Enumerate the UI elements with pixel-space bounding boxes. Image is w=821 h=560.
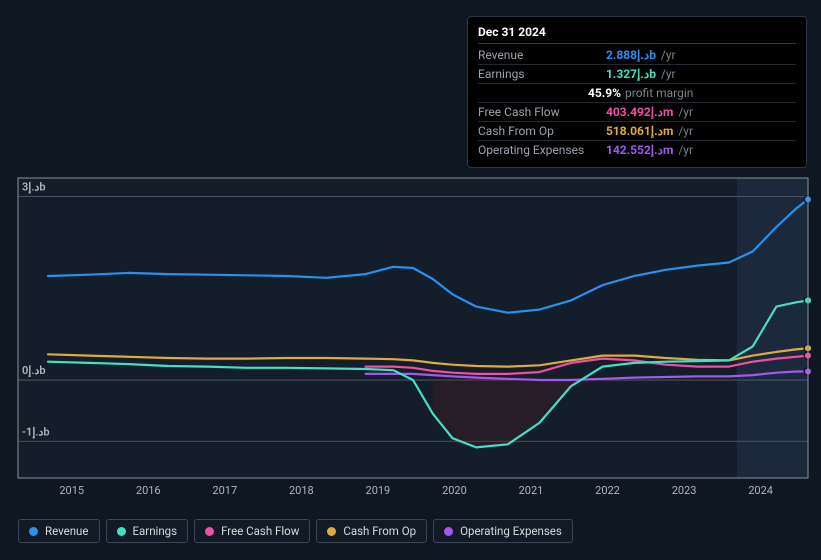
svg-text:0د.إb: 0د.إb bbox=[22, 364, 46, 378]
legend-dot bbox=[29, 527, 38, 536]
chart-container: Dec 31 2024 Revenue2.888د.إb /yrEarnings… bbox=[0, 0, 821, 560]
svg-text:2022: 2022 bbox=[595, 484, 620, 497]
legend-label: Cash From Op bbox=[343, 524, 416, 538]
legend-label: Revenue bbox=[45, 524, 89, 538]
svg-text:2024: 2024 bbox=[748, 484, 773, 497]
legend-dot bbox=[444, 527, 453, 536]
legend-label: Earnings bbox=[133, 524, 178, 538]
svg-text:2016: 2016 bbox=[136, 484, 161, 497]
svg-text:3د.إb: 3د.إb bbox=[22, 180, 46, 194]
legend-item[interactable]: Free Cash Flow bbox=[194, 519, 310, 543]
legend-dot bbox=[117, 527, 126, 536]
svg-text:2019: 2019 bbox=[366, 484, 391, 497]
chart-legend: Revenue Earnings Free Cash Flow Cash From O… bbox=[18, 519, 573, 543]
svg-text:2015: 2015 bbox=[59, 484, 84, 497]
legend-item[interactable]: Operating Expenses bbox=[433, 519, 573, 543]
legend-item[interactable]: Revenue bbox=[18, 519, 100, 543]
svg-text:2020: 2020 bbox=[442, 484, 467, 497]
svg-text:-1د.إb: -1د.إb bbox=[22, 425, 50, 439]
svg-text:2021: 2021 bbox=[519, 484, 544, 497]
legend-item[interactable]: Cash From Op bbox=[316, 519, 427, 543]
legend-dot bbox=[205, 527, 214, 536]
legend-dot bbox=[327, 527, 336, 536]
svg-text:2018: 2018 bbox=[289, 484, 314, 497]
legend-item[interactable]: Earnings bbox=[106, 519, 189, 543]
svg-text:2023: 2023 bbox=[672, 484, 697, 497]
financial-chart: 3د.إb 0د.إb -1د.إb 2015 2016 2017 2018 2019 2020… bbox=[0, 0, 821, 560]
legend-label: Free Cash Flow bbox=[221, 524, 299, 538]
svg-text:2017: 2017 bbox=[212, 484, 237, 497]
legend-label: Operating Expenses bbox=[460, 524, 562, 538]
